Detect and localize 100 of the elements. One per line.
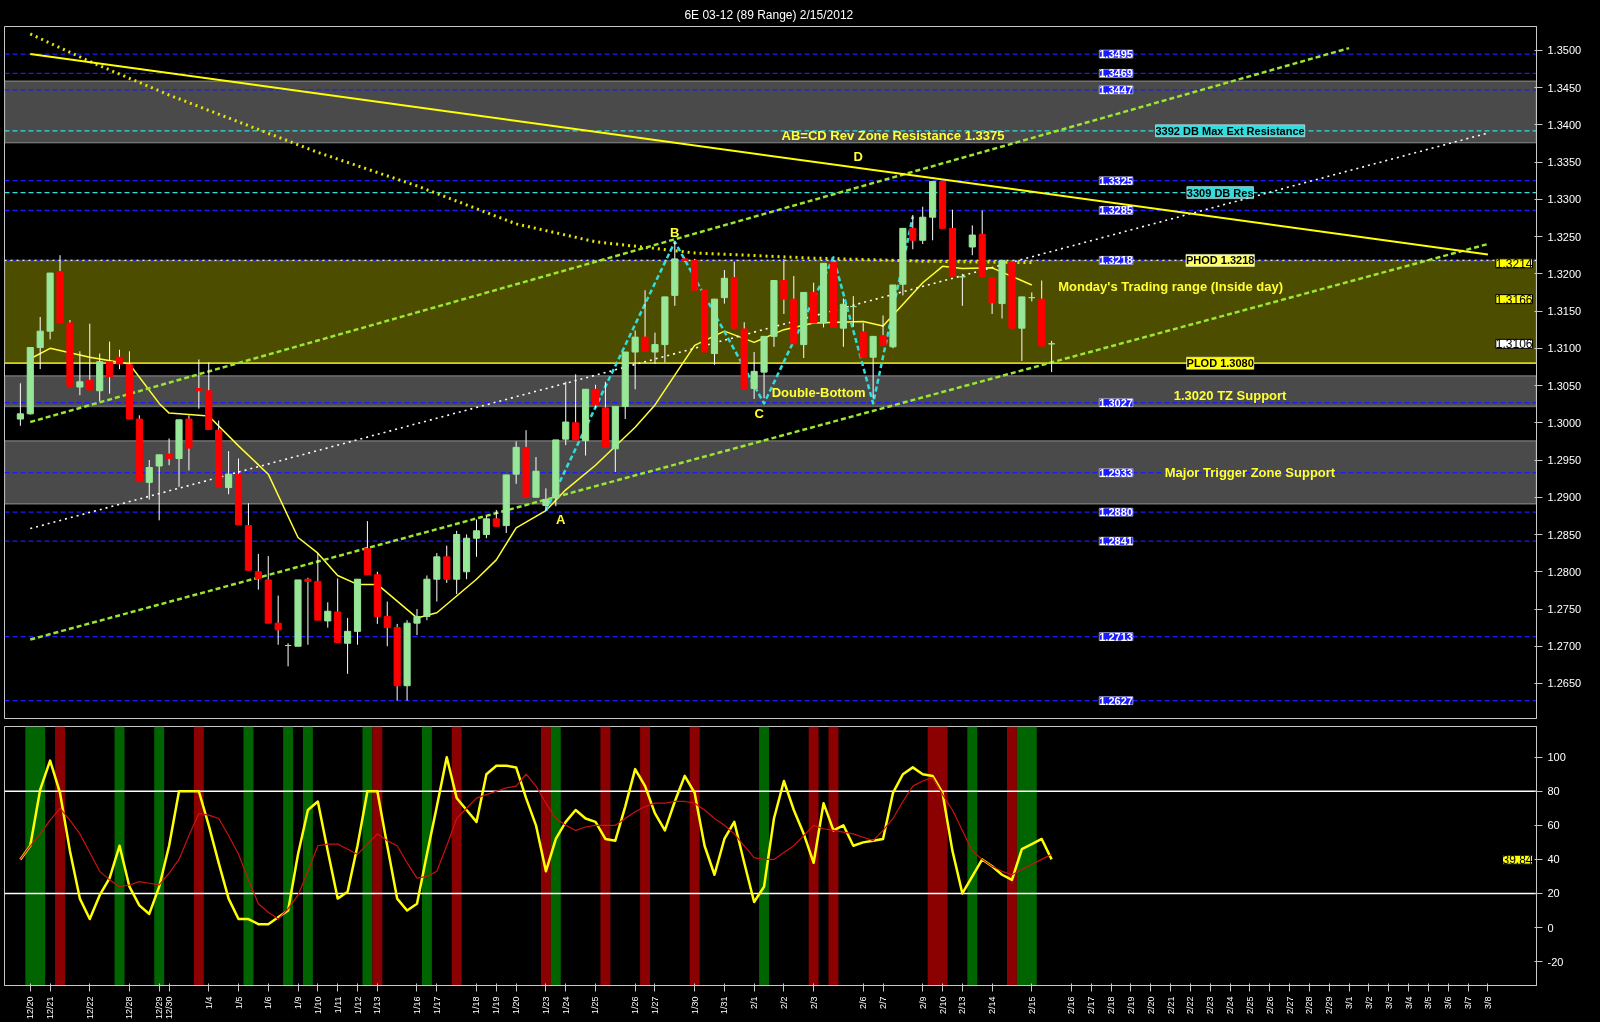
- x-tick-label: 1/25: [590, 996, 601, 1015]
- y-tick-label: 60: [1547, 819, 1560, 832]
- y-tick-label: 1.2750: [1547, 603, 1582, 615]
- x-tick-label: 3/6: [1443, 996, 1454, 1010]
- ref-line-label: 1.2713: [1099, 630, 1133, 643]
- candlestick: [443, 545, 451, 584]
- annotation: 1.3166: [1495, 292, 1533, 307]
- x-tick-label: 2/28: [1304, 996, 1315, 1015]
- band-label: 1.3020 TZ Support: [1173, 388, 1288, 404]
- x-tick-label: 2/13: [957, 996, 968, 1015]
- x-tick-label: 2/22: [1185, 996, 1196, 1015]
- annotation: 1.3106: [1495, 337, 1533, 352]
- y-tick-label: 40: [1547, 853, 1560, 866]
- x-tick-label: 2/6: [858, 996, 869, 1010]
- annotation: C: [754, 405, 765, 421]
- x-tick-label: 3/3: [1383, 996, 1394, 1010]
- y-tick-label: 100: [1547, 751, 1566, 764]
- x-tick-label: 3/8: [1482, 996, 1493, 1010]
- candlestick: [274, 595, 282, 646]
- candlestick: [641, 289, 649, 352]
- ref-line-label: 1.2627: [1099, 694, 1133, 707]
- ref-line-label: 3309 DB Res: [1186, 186, 1254, 199]
- x-tick-label: 2/7: [878, 996, 889, 1010]
- x-tick-label: 1/31: [719, 996, 730, 1015]
- x-tick-label: 3/5: [1423, 996, 1434, 1010]
- candlestick: [909, 214, 917, 250]
- candlestick: [145, 459, 153, 500]
- x-tick-label: 2/25: [1244, 996, 1255, 1015]
- x-tick-label: 2/9: [917, 996, 928, 1010]
- ref-line-label: 1.3218: [1099, 254, 1133, 267]
- candlestick: [968, 224, 976, 256]
- annotation: A: [556, 512, 567, 528]
- x-tick-label: 12/30: [164, 996, 175, 1020]
- candlestick: [482, 515, 490, 539]
- x-tick-label: 2/10: [937, 996, 948, 1015]
- x-tick-label: 2/19: [1125, 996, 1136, 1015]
- annotation: 39.84: [1502, 853, 1533, 868]
- ref-line-label: 3392 DB Max Ext Resistance: [1155, 124, 1305, 137]
- x-tick-label: 2/3: [808, 996, 819, 1010]
- x-tick-label: 2/26: [1264, 996, 1275, 1015]
- y-tick-label: 1.3300: [1547, 193, 1582, 206]
- y-tick-label: 1.3150: [1547, 305, 1582, 318]
- x-tick-label: 12/21: [45, 996, 56, 1020]
- x-tick-label: 2/14: [987, 996, 998, 1015]
- y-tick-label: 1.3350: [1547, 156, 1582, 169]
- y-tick-label: 1.2950: [1547, 454, 1582, 467]
- ref-line-label: 1.2933: [1099, 466, 1133, 479]
- y-tick-label: 1.2900: [1547, 491, 1582, 504]
- x-tick-label: 1/30: [689, 996, 700, 1015]
- band-label: Monday's Trading range (Inside day): [1058, 278, 1284, 294]
- x-tick-label: 12/20: [25, 996, 36, 1020]
- x-tick-label: 2/18: [1106, 996, 1117, 1015]
- candlestick: [433, 552, 441, 603]
- y-tick-label: 1.3450: [1547, 81, 1582, 94]
- y-tick-label: 80: [1547, 785, 1560, 798]
- y-tick-label: -20: [1547, 955, 1564, 968]
- y-tick-label: 1.2850: [1547, 528, 1582, 541]
- band-label: Major Trigger Zone Support: [1164, 464, 1336, 480]
- x-tick-label: 1/9: [293, 996, 304, 1010]
- ref-line-label: PHOD 1.3218: [1185, 254, 1255, 267]
- candlestick: [254, 553, 262, 591]
- x-tick-label: 2/17: [1086, 996, 1097, 1015]
- x-tick-label: 1/5: [233, 996, 244, 1010]
- x-tick-label: 2/24: [1225, 996, 1236, 1015]
- x-tick-label: 12/29: [154, 996, 165, 1020]
- x-tick-label: 3/2: [1363, 996, 1374, 1010]
- x-tick-label: 2/2: [778, 996, 789, 1010]
- x-tick-label: 1/6: [263, 996, 274, 1010]
- candlestick: [324, 601, 332, 629]
- ref-line-label: PLOD 1.3080: [1186, 357, 1254, 370]
- x-tick-label: 1/26: [630, 996, 641, 1015]
- x-tick-label: 1/10: [312, 996, 323, 1015]
- x-tick-label: 2/23: [1205, 996, 1216, 1015]
- x-tick-label: 3/4: [1403, 996, 1414, 1010]
- x-tick-label: 1/17: [431, 996, 442, 1015]
- y-tick-label: 20: [1547, 887, 1560, 900]
- candlestick: [839, 297, 847, 348]
- x-tick-label: 1/27: [649, 996, 660, 1015]
- x-tick-label: 3/7: [1463, 996, 1474, 1010]
- y-tick-label: 1.3250: [1547, 230, 1582, 243]
- x-tick-label: 2/27: [1284, 996, 1295, 1015]
- line-series: [544, 215, 915, 512]
- ref-line-label: 1.3469: [1099, 67, 1133, 80]
- x-tick-label: 1/12: [352, 996, 363, 1015]
- ref-line-label: 1.3495: [1099, 48, 1133, 61]
- x-tick-label: 1/19: [491, 996, 502, 1015]
- candlestick: [225, 450, 233, 495]
- x-tick-label: 1/18: [471, 996, 482, 1015]
- band-label: AB=CD Rev Zone Resistance 1.3375: [781, 127, 1005, 143]
- x-tick-label: 2/21: [1165, 996, 1176, 1015]
- candlestick: [919, 206, 927, 245]
- x-tick-label: 1/4: [203, 996, 214, 1010]
- x-tick-label: 1/13: [372, 996, 383, 1015]
- ref-line-label: 1.3027: [1099, 396, 1133, 409]
- x-tick-label: 2/15: [1026, 996, 1037, 1015]
- y-tick-label: 1.3050: [1547, 379, 1582, 392]
- candlestick: [344, 617, 352, 675]
- y-tick-label: 1.3500: [1547, 44, 1582, 57]
- y-tick-label: 1.3000: [1547, 416, 1582, 429]
- annotation: Double-Bottom: [771, 385, 866, 401]
